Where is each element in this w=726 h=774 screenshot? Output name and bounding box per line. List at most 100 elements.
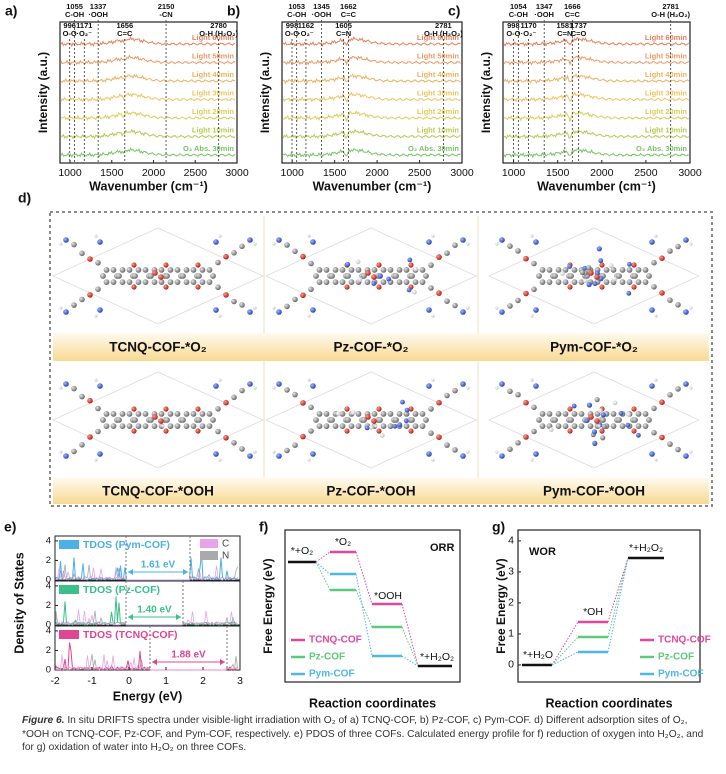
atom [423, 273, 429, 279]
atom [428, 406, 434, 412]
spectrum-trace [60, 73, 236, 84]
trace-label: Light 30min [192, 88, 235, 97]
atom [403, 279, 410, 285]
legend-label: TCNQ-COF [658, 635, 711, 646]
atom [409, 417, 415, 423]
structure-label: Pz-COF-*OOH [326, 484, 415, 499]
atom [562, 423, 569, 429]
connector [401, 655, 419, 667]
atom [218, 458, 222, 462]
atom [183, 279, 190, 285]
atom [379, 433, 385, 438]
panel-label: g) [492, 519, 505, 535]
atom [654, 234, 658, 238]
atom [348, 423, 355, 429]
atom [164, 273, 170, 279]
peak-wavenumber: 1162 [298, 21, 314, 30]
atom [523, 399, 529, 406]
atom [523, 290, 529, 297]
x-tick-label: 1500 [323, 167, 347, 179]
atom [345, 262, 351, 267]
atom [292, 296, 298, 303]
spectrum-trace [60, 128, 236, 140]
atom [649, 307, 655, 313]
legend-label: Pz-COF [658, 652, 694, 663]
atom [444, 250, 450, 256]
atom [431, 458, 435, 462]
atom [404, 407, 410, 413]
atom [94, 314, 98, 318]
atom [592, 281, 598, 287]
atom [400, 399, 405, 405]
legend-swatch [59, 585, 79, 594]
atom [616, 273, 622, 279]
atom [239, 243, 245, 250]
atom [610, 423, 617, 429]
atom [167, 411, 174, 417]
atom [79, 296, 85, 303]
atom [131, 406, 137, 412]
atom [239, 387, 245, 394]
atom [466, 386, 470, 390]
legend-label: Pym-COF [309, 669, 355, 680]
atom [495, 450, 499, 454]
atom [199, 411, 206, 417]
atom [272, 450, 276, 454]
atom [215, 406, 221, 412]
atom [539, 267, 546, 273]
atom [94, 234, 98, 238]
peak-assignment: ·OOH [312, 10, 332, 19]
atom [218, 314, 222, 318]
spectrum-trace [282, 36, 461, 47]
atom [119, 279, 126, 285]
x-axis-label: Energy (eV) [113, 689, 182, 703]
atom [599, 262, 605, 268]
atom [608, 263, 614, 268]
atom [344, 428, 350, 434]
x-tick-label: 1 [163, 675, 169, 687]
atom [300, 253, 306, 260]
x-axis-label: Wavenumber (cm⁻¹) [537, 179, 656, 193]
atom [689, 450, 693, 454]
trace-label: Light 30min [645, 88, 688, 97]
trace-label: Light 60min [645, 33, 688, 42]
atom [567, 428, 573, 434]
spectrum-trace [60, 92, 236, 103]
atom [300, 433, 306, 440]
atom [348, 267, 355, 273]
x-tick-label: -2 [50, 675, 59, 687]
atom [397, 422, 403, 428]
y-tick-label: 0 [508, 659, 514, 671]
atom [594, 418, 600, 424]
atom [619, 279, 626, 285]
atom [284, 303, 290, 310]
atom [466, 450, 470, 454]
atom [651, 405, 657, 412]
atom [499, 381, 505, 387]
atom [376, 262, 382, 268]
atom [531, 286, 537, 293]
atom [675, 302, 681, 308]
atom [659, 255, 665, 261]
atom [409, 273, 415, 279]
atom [646, 417, 652, 423]
atom [142, 279, 149, 285]
atom [253, 386, 257, 390]
atom [515, 391, 521, 398]
atom [71, 302, 77, 308]
connector [355, 551, 373, 605]
atom [180, 273, 186, 279]
legend-swatch [200, 539, 218, 548]
atom [272, 386, 276, 390]
atom [412, 279, 419, 285]
peak-wavenumber: 1170 [520, 21, 536, 30]
spectrum-trace [282, 128, 461, 140]
atom [444, 442, 450, 448]
atom [523, 255, 529, 262]
legend-label: TDOS (Pym-COF) [83, 539, 170, 551]
atom [578, 411, 585, 417]
atom [667, 441, 673, 447]
atom [272, 306, 276, 310]
peak-assignment: C=C [341, 10, 357, 19]
atom [307, 378, 311, 382]
